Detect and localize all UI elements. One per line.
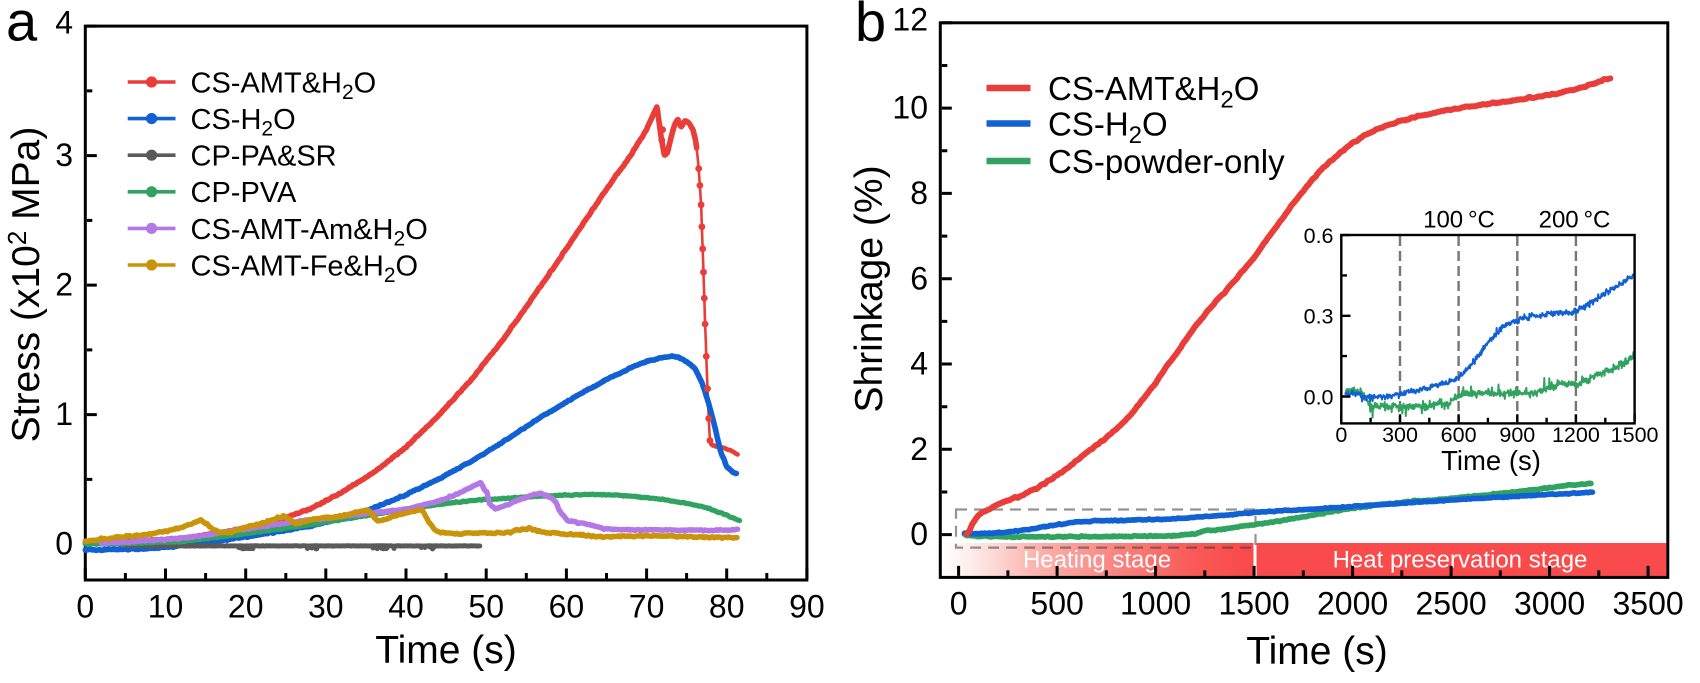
svg-text:12: 12 [892, 1, 928, 37]
svg-text:1000: 1000 [1120, 586, 1191, 622]
svg-text:2000: 2000 [1317, 586, 1388, 622]
svg-text:CS-H2O: CS-H2O [191, 104, 296, 141]
svg-text:30: 30 [308, 589, 344, 625]
svg-text:CS-AMT-Am&H2O: CS-AMT-Am&H2O [191, 214, 428, 251]
svg-text:0: 0 [910, 516, 928, 552]
svg-text:1200: 1200 [1552, 423, 1600, 447]
svg-text:1500: 1500 [1219, 586, 1290, 622]
svg-text:Stress (x102 MPa): Stress (x102 MPa) [2, 127, 48, 443]
svg-text:2: 2 [910, 431, 928, 467]
svg-text:500: 500 [1030, 586, 1083, 622]
svg-text:10: 10 [892, 90, 928, 126]
svg-text:a: a [6, 0, 38, 53]
svg-text:Shrinkage (%): Shrinkage (%) [848, 165, 891, 412]
svg-text:Time (s): Time (s) [375, 629, 517, 672]
svg-text:900: 900 [1499, 423, 1535, 447]
svg-text:0.3: 0.3 [1304, 305, 1334, 329]
svg-text:50: 50 [468, 589, 504, 625]
svg-text:CS-H2O: CS-H2O [1048, 105, 1168, 149]
svg-text:CS-AMT&H2O: CS-AMT&H2O [191, 67, 377, 104]
svg-text:8: 8 [910, 175, 928, 211]
svg-text:CP-PVA: CP-PVA [191, 177, 297, 209]
svg-text:Time (s): Time (s) [1441, 445, 1541, 476]
svg-text:Time (s): Time (s) [1246, 630, 1388, 673]
svg-text:300: 300 [1382, 423, 1418, 447]
svg-text:10: 10 [148, 589, 184, 625]
svg-text:Heating stage: Heating stage [1023, 547, 1171, 574]
svg-text:6: 6 [910, 260, 928, 296]
svg-text:600: 600 [1441, 423, 1477, 447]
svg-text:CS-AMT-Fe&H2O: CS-AMT-Fe&H2O [191, 250, 419, 287]
svg-text:3: 3 [55, 137, 73, 173]
svg-text:2500: 2500 [1416, 586, 1487, 622]
svg-text:4: 4 [910, 346, 928, 382]
svg-text:1: 1 [55, 396, 73, 432]
svg-text:0: 0 [1335, 423, 1347, 447]
svg-text:40: 40 [388, 589, 424, 625]
svg-text:100 °C: 100 °C [1423, 207, 1495, 234]
svg-text:Heat preservation stage: Heat preservation stage [1333, 547, 1588, 574]
svg-text:1500: 1500 [1611, 423, 1659, 447]
svg-text:80: 80 [709, 589, 745, 625]
svg-text:0: 0 [950, 586, 968, 622]
svg-text:70: 70 [629, 589, 665, 625]
svg-text:2: 2 [55, 267, 73, 303]
svg-text:20: 20 [228, 589, 264, 625]
svg-text:0: 0 [55, 526, 73, 562]
svg-text:3000: 3000 [1514, 586, 1585, 622]
svg-text:4: 4 [55, 5, 73, 41]
svg-text:CS-powder-only: CS-powder-only [1048, 143, 1285, 180]
svg-text:b: b [855, 0, 886, 53]
svg-text:0: 0 [76, 589, 94, 625]
svg-text:0.0: 0.0 [1304, 385, 1334, 409]
svg-text:90: 90 [789, 589, 825, 625]
svg-text:CP-PA&SR: CP-PA&SR [191, 141, 337, 173]
svg-text:200 °C: 200 °C [1539, 207, 1611, 234]
svg-text:60: 60 [549, 589, 585, 625]
svg-text:0.6: 0.6 [1304, 224, 1334, 248]
svg-text:3500: 3500 [1613, 586, 1684, 622]
